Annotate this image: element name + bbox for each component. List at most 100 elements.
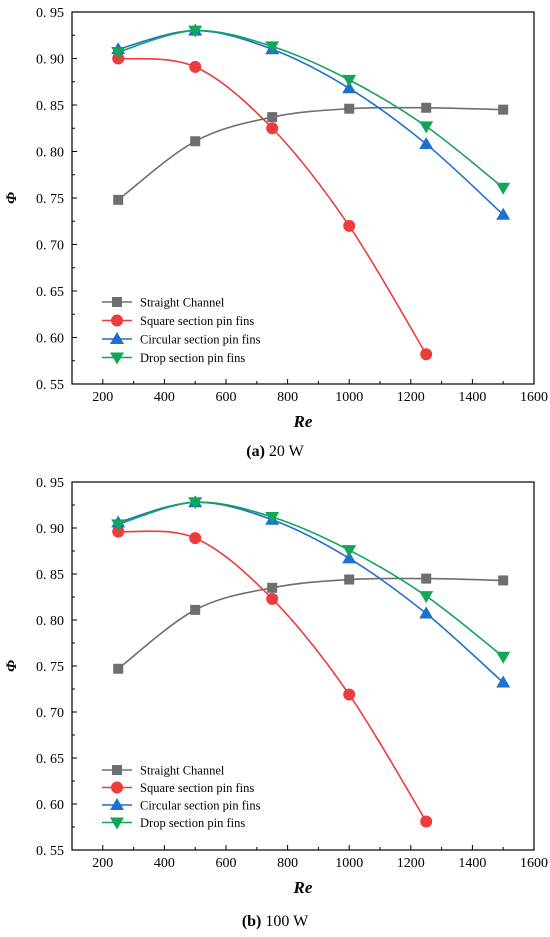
data-point	[342, 545, 357, 558]
data-point	[496, 182, 511, 195]
y-tick-label: 0. 75	[36, 660, 64, 675]
x-tick-label: 400	[154, 856, 175, 871]
y-tick-label: 0. 95	[36, 6, 64, 21]
legend-label: Circular section pin fins	[140, 799, 261, 813]
x-tick-label: 1200	[397, 390, 425, 405]
data-point	[266, 592, 279, 605]
data-point	[342, 81, 357, 94]
y-axis-label: Φ	[4, 660, 20, 672]
y-tick-label: 0. 85	[36, 99, 64, 114]
x-tick-label: 800	[277, 856, 298, 871]
legend-label: Circular section pin fins	[140, 333, 261, 347]
data-point	[111, 519, 126, 532]
series-triangle-down	[111, 25, 511, 195]
y-tick-label: 0. 60	[36, 798, 64, 813]
data-point	[189, 532, 202, 545]
data-point	[421, 102, 432, 113]
data-point	[496, 675, 511, 688]
data-point	[344, 574, 355, 585]
data-point	[419, 591, 434, 604]
data-point	[112, 525, 125, 538]
data-point	[344, 103, 355, 114]
x-tick-label: 1400	[458, 856, 486, 871]
legend-label: Drop section pin fins	[140, 816, 245, 830]
y-tick-label: 0. 60	[36, 332, 64, 347]
x-tick-label: 600	[216, 856, 237, 871]
data-point	[498, 575, 509, 586]
data-point	[113, 194, 124, 205]
x-axis-label: Re	[293, 878, 313, 897]
legend-marker	[110, 352, 124, 365]
data-point	[190, 136, 201, 147]
legend-marker	[112, 765, 122, 775]
data-point	[419, 606, 434, 619]
series-line	[117, 501, 504, 658]
data-point	[188, 25, 203, 38]
y-tick-label: 0. 75	[36, 192, 64, 207]
data-point	[267, 582, 278, 593]
y-tick-label: 0. 70	[36, 706, 64, 721]
data-point	[498, 104, 509, 115]
series-line	[117, 577, 504, 670]
series-square	[113, 573, 509, 674]
series-line	[118, 57, 427, 355]
legend-marker	[110, 332, 124, 344]
data-point	[189, 60, 202, 73]
legend: Straight Channel Square section pin fins C…	[102, 296, 261, 365]
data-point	[265, 41, 280, 54]
data-point	[267, 112, 278, 123]
series-square	[113, 102, 509, 205]
x-tick-label: 800	[277, 390, 298, 405]
caption-b-label: (b)	[241, 913, 262, 930]
data-point	[188, 497, 203, 510]
data-point	[111, 46, 126, 59]
legend-marker	[112, 297, 122, 307]
y-tick-label: 0. 65	[36, 752, 64, 767]
y-tick-label: 0. 95	[36, 476, 64, 491]
plot-frame	[71, 11, 535, 385]
caption-b-text: 100 W	[261, 913, 309, 930]
y-tick-label: 0. 85	[36, 568, 64, 583]
series-circle	[112, 525, 433, 828]
legend-marker	[111, 781, 123, 794]
y-tick-label: 0. 90	[36, 53, 64, 68]
x-axis-label: Re	[293, 412, 313, 431]
data-point	[190, 604, 201, 615]
series-line	[117, 29, 504, 189]
data-point	[343, 688, 356, 701]
y-axis-label: Φ	[4, 192, 20, 204]
data-point	[419, 137, 434, 150]
chart-svg-a: 200 400 600 800 1000 1200 1400 1600 0. 55 0. 60 0.…	[4, 6, 548, 431]
series-line	[118, 29, 504, 216]
chart-panel-b: 200 400 600 800 1000 1200 1400 1600 0. 55 0. 60 0.…	[0, 470, 550, 937]
series-triangle-down	[111, 497, 511, 664]
chart-svg-b: 200 400 600 800 1000 1200 1400 1600 0. 55 0. 60 0.…	[4, 476, 548, 897]
series-line	[117, 501, 504, 684]
data-point	[496, 651, 511, 664]
series-line	[117, 106, 504, 201]
data-point	[265, 511, 280, 524]
series-triangle-up	[111, 23, 511, 220]
x-tick-label: 1600	[520, 856, 548, 871]
caption-a: (a) 20 W	[0, 443, 550, 461]
x-tick-label: 1000	[335, 856, 363, 871]
x-tick-label: 200	[92, 856, 113, 871]
caption-a-label: (a)	[246, 443, 265, 460]
data-point	[420, 348, 433, 361]
caption-a-text: 20 W	[264, 443, 304, 460]
x-tick-label: 600	[216, 390, 237, 405]
y-tick-label: 0. 70	[36, 239, 64, 254]
x-tick-label: 400	[154, 390, 175, 405]
y-tick-label: 0. 80	[36, 146, 64, 161]
y-tick-label: 0. 55	[36, 844, 64, 859]
legend-label: Square section pin fins	[140, 781, 254, 795]
x-tick-label: 200	[92, 390, 113, 405]
legend-label: Straight Channel	[140, 296, 225, 310]
data-point	[419, 121, 434, 134]
series-line	[118, 530, 427, 822]
data-point	[421, 573, 432, 584]
legend-label: Square section pin fins	[140, 314, 254, 328]
y-tick-label: 0. 55	[36, 378, 64, 393]
legend-marker	[110, 798, 124, 810]
legend-marker	[111, 314, 123, 327]
